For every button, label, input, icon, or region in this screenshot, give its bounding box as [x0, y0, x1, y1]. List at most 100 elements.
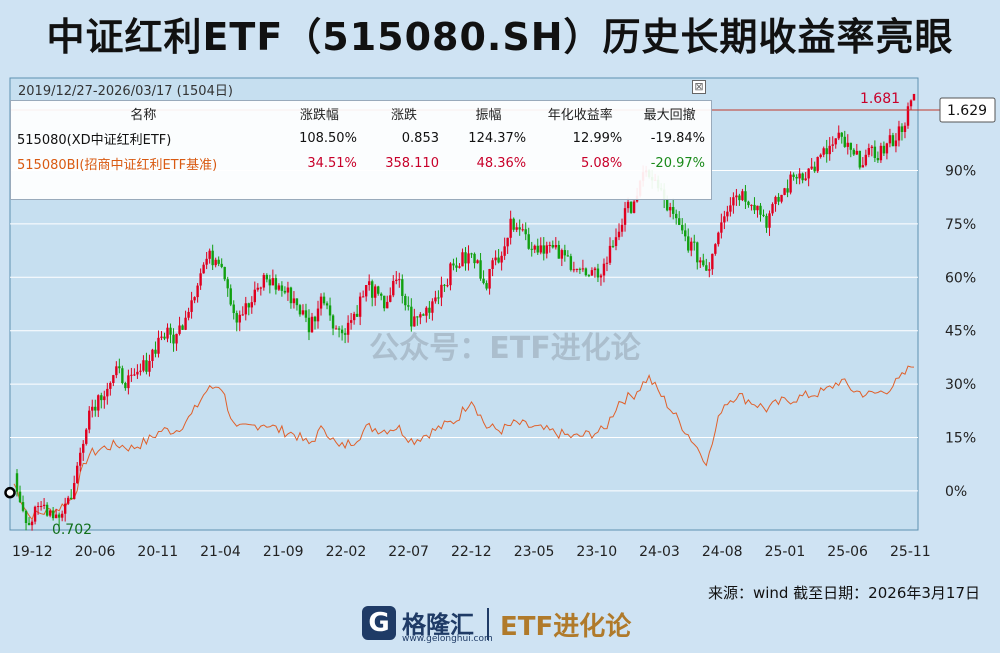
etf-candle: [888, 135, 892, 144]
legend-row-etf[interactable]: 515080(XD中证红利ETF) 108.50% 0.853 124.37% …: [11, 126, 711, 151]
etf-candle: [247, 303, 250, 308]
etf-candle: [334, 328, 338, 330]
etf-candle: [172, 334, 175, 344]
etf-candle: [795, 176, 798, 179]
etf-candle: [389, 295, 392, 302]
min-price-label: 0.702: [52, 522, 92, 538]
etf-candle: [873, 146, 877, 159]
etf-candle: [422, 314, 425, 316]
close-icon[interactable]: ⊠: [692, 80, 706, 94]
etf-candle: [876, 158, 880, 161]
etf-candle: [337, 328, 341, 330]
etf-candle: [383, 295, 386, 309]
x-tick-label: 19-12: [12, 544, 53, 560]
etf-candle: [675, 213, 678, 219]
etf-candle: [398, 279, 401, 281]
y-tick-label: 15%: [945, 430, 976, 446]
benchmark-series-line: [13, 365, 915, 521]
etf-candle: [187, 311, 190, 318]
etf-candle: [175, 333, 178, 344]
etf-candle: [407, 305, 410, 307]
etf-candle: [455, 265, 458, 268]
etf-candle: [238, 314, 241, 323]
etf-candle: [223, 266, 226, 280]
etf-candle: [48, 510, 52, 516]
etf-candle: [879, 145, 883, 161]
etf-candle: [367, 281, 371, 286]
etf-candle: [295, 298, 299, 306]
etf-candle: [103, 396, 106, 401]
etf-candle: [112, 375, 115, 383]
etf-chg: 0.853: [401, 131, 439, 146]
etf-candle: [614, 237, 618, 247]
etf-candle: [551, 244, 554, 248]
etf-candle: [33, 506, 37, 522]
etf-candle: [852, 149, 855, 155]
etf-candle: [413, 316, 416, 327]
etf-candle: [199, 273, 202, 286]
etf-candle: [732, 197, 735, 206]
etf-candle: [702, 260, 705, 266]
etf-candle: [548, 244, 551, 246]
etf-candle: [771, 204, 774, 214]
etf-candle: [307, 317, 311, 333]
max-price-label: 1.681: [860, 91, 900, 107]
x-tick-label: 25-06: [827, 544, 868, 560]
etf-candle: [690, 241, 693, 251]
etf-candle: [804, 178, 807, 181]
y-tick-label: 0%: [945, 484, 967, 500]
benchmark-name: 515080BI(招商中证红利ETF基准): [17, 158, 218, 173]
etf-candle: [127, 375, 130, 389]
etf-candle: [482, 278, 485, 284]
etf-candle: [479, 260, 482, 279]
etf-candle: [575, 268, 579, 270]
gelonghui-url: www.gelonghui.com: [402, 634, 493, 644]
etf-candle: [51, 510, 55, 519]
etf-candle: [181, 325, 184, 330]
x-tick-label: 21-09: [263, 544, 304, 560]
date-range-label: 2019/12/27-2026/03/17 (1504日): [18, 84, 233, 99]
etf-candle: [229, 288, 232, 305]
etf-candle: [864, 154, 868, 166]
etf-candle: [846, 142, 849, 147]
etf-candle: [54, 514, 58, 519]
etf-candle: [292, 298, 296, 304]
etf-candle: [45, 504, 49, 516]
etf-candle: [527, 234, 530, 249]
benchmark-annual: 5.08%: [580, 156, 623, 171]
etf-candle: [364, 285, 368, 297]
etf-mdd: -19.84%: [650, 131, 705, 146]
etf-candle: [789, 174, 792, 193]
x-tick-label: 22-02: [326, 544, 367, 560]
etf-candle: [870, 146, 874, 149]
legend-row-benchmark[interactable]: 515080BI(招商中证红利ETF基准) 34.51% 358.110 48.…: [11, 151, 711, 176]
etf-candle: [190, 300, 193, 312]
etf-candle: [735, 195, 738, 198]
etf-candle: [572, 269, 576, 271]
etf-candle: [536, 245, 539, 253]
etf-candle: [259, 287, 263, 289]
y-tick-label: 45%: [945, 324, 976, 340]
etf-candle: [349, 320, 353, 323]
etf-candle: [855, 150, 859, 155]
etf-candle: [97, 395, 100, 411]
header-mdd: 最大回撤: [643, 108, 696, 123]
etf-candle: [193, 297, 196, 301]
etf-candle: [151, 349, 154, 361]
etf-candle: [91, 406, 94, 411]
etf-candle: [425, 307, 428, 316]
etf-candle: [274, 278, 278, 290]
x-tick-label: 20-06: [75, 544, 116, 560]
etf-candle: [623, 208, 627, 225]
etf-candle: [214, 259, 217, 266]
etf-candle: [271, 278, 275, 286]
etf-candle: [374, 286, 377, 298]
etf-candle: [76, 465, 79, 484]
etf-candle: [256, 287, 260, 290]
etf-candle: [419, 314, 422, 318]
etf-candle: [124, 383, 127, 389]
etf-candle: [786, 188, 789, 193]
header-chg: 涨跌: [390, 108, 417, 123]
etf-candle: [298, 305, 302, 315]
legend-header-row: 名称 涨跌幅 涨跌 振幅 年化收益率 最大回撤: [11, 101, 711, 126]
